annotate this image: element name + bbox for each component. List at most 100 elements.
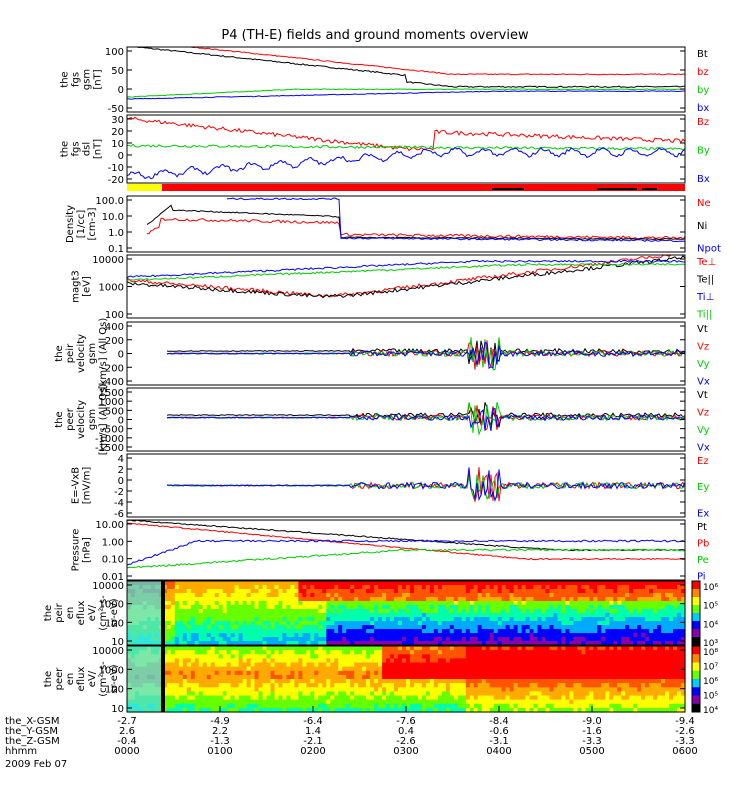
spectrogram-cell	[290, 674, 295, 680]
y-tick-label: 10.00	[95, 520, 124, 531]
spectrogram-cell	[394, 621, 399, 626]
spectrogram-cell	[282, 674, 287, 680]
spectrogram-cell	[202, 629, 208, 634]
spectrogram-cell	[449, 699, 455, 705]
spectrogram-cell	[366, 613, 371, 618]
spectrogram-cell	[370, 683, 375, 688]
spectrogram-cell	[250, 670, 256, 676]
spectrogram-cell	[254, 617, 260, 622]
spectrogram-cell	[673, 654, 678, 659]
spectrogram-cell	[186, 597, 192, 602]
spectrogram-cell	[437, 589, 443, 594]
spectrogram-cell	[473, 605, 479, 610]
spectrogram-cell	[362, 589, 367, 594]
spectrogram-cell	[433, 609, 439, 614]
spectrogram-cell	[350, 629, 355, 634]
spectrogram-cell	[350, 674, 355, 680]
spectrogram-cell	[589, 597, 594, 602]
spectrogram-cell	[306, 695, 311, 701]
spectrogram-cell	[629, 581, 634, 586]
spectrogram-cell	[414, 593, 419, 598]
spectrogram-cell	[238, 617, 244, 622]
spectrogram-cell	[318, 679, 323, 684]
spectrogram-cell	[469, 625, 475, 630]
spectrogram-cell	[322, 666, 327, 672]
spectrogram-cell	[549, 646, 555, 651]
spectrogram-cell	[521, 654, 527, 659]
spectrogram-cell	[390, 674, 395, 680]
ephemeris-value: -6.4	[303, 716, 323, 727]
spectrogram-cell	[605, 654, 610, 659]
spectrogram-cell	[322, 691, 327, 697]
spectrogram-cell	[386, 695, 391, 701]
spectrogram-cell	[457, 633, 463, 638]
spectrogram-cell	[174, 605, 180, 610]
spectrogram-cell	[509, 617, 515, 622]
spectrogram-cell	[230, 699, 236, 705]
spectrogram-cell	[449, 679, 455, 684]
spectrogram-cell	[653, 617, 658, 622]
spectrogram-cell	[497, 621, 503, 626]
spectrogram-cell	[274, 679, 280, 684]
spectrogram-cell	[585, 605, 590, 610]
spectrogram-cell	[437, 617, 443, 622]
colorbar-elec_spec	[691, 645, 701, 713]
spectrogram-cell	[298, 609, 303, 614]
spectrogram-cell	[258, 581, 264, 586]
spectrogram-cell	[342, 629, 347, 634]
spectrogram-cell	[274, 703, 280, 709]
spectrogram-cell	[613, 687, 618, 692]
spectrogram-cell	[673, 609, 678, 614]
spectrogram-cell	[278, 687, 284, 692]
spectrogram-cell	[477, 589, 483, 594]
spectrogram-cell	[398, 650, 403, 655]
spectrogram-cell	[386, 654, 391, 659]
spectrogram-cell	[326, 679, 331, 684]
spectrogram-cell	[477, 629, 483, 634]
spectrogram-cell	[386, 589, 391, 594]
spectrogram-cell	[457, 662, 463, 668]
spectrogram-cell	[613, 679, 618, 684]
spectrogram-cell	[433, 703, 439, 709]
spectrogram-cell	[437, 674, 443, 680]
spectrogram-cell	[306, 662, 311, 668]
spectrogram-cell	[549, 593, 555, 598]
spectrogram-cell	[342, 683, 347, 688]
spectrogram-cell	[270, 585, 276, 590]
spectrogram-cell	[210, 666, 216, 672]
spectrogram-cell	[194, 601, 200, 606]
spectrogram-cell	[390, 641, 395, 646]
spectrogram-cell	[421, 707, 427, 713]
spectrogram-cell	[621, 666, 626, 672]
spectrogram-cell	[314, 699, 319, 705]
spectrogram-cell	[601, 707, 606, 713]
spectrogram-cell	[481, 593, 487, 598]
spectrogram-cell	[310, 625, 315, 630]
spectrogram-cell	[637, 707, 642, 713]
spectrogram-cell	[609, 629, 614, 634]
spectrogram-cell	[298, 679, 303, 684]
spectrogram-cell	[206, 679, 212, 684]
spectrogram-cell	[230, 637, 236, 642]
spectrogram-cell	[178, 674, 184, 680]
spectrogram-cell	[218, 633, 224, 638]
spectrogram-cell	[202, 633, 208, 638]
spectrogram-cell	[314, 666, 319, 672]
spectrogram-cell	[613, 621, 618, 626]
spectrogram-cell	[358, 650, 363, 655]
spectrogram-cell	[270, 613, 276, 618]
spectrogram-cell	[302, 707, 307, 713]
spectrogram-cell	[402, 654, 407, 659]
spectrogram-cell	[314, 585, 319, 590]
spectrogram-cell	[182, 589, 188, 594]
spectrogram-cell	[485, 679, 491, 684]
spectrogram-cell	[657, 650, 662, 655]
spectrogram-cell	[469, 699, 475, 705]
spectrogram-cell	[258, 605, 264, 610]
spectrogram-cell	[406, 687, 411, 692]
spectrogram-cell	[493, 654, 499, 659]
spectrogram-cell	[370, 589, 375, 594]
spectrogram-cell	[565, 637, 570, 642]
spectrogram-cell	[461, 683, 467, 688]
spectrogram-cell	[250, 589, 256, 594]
